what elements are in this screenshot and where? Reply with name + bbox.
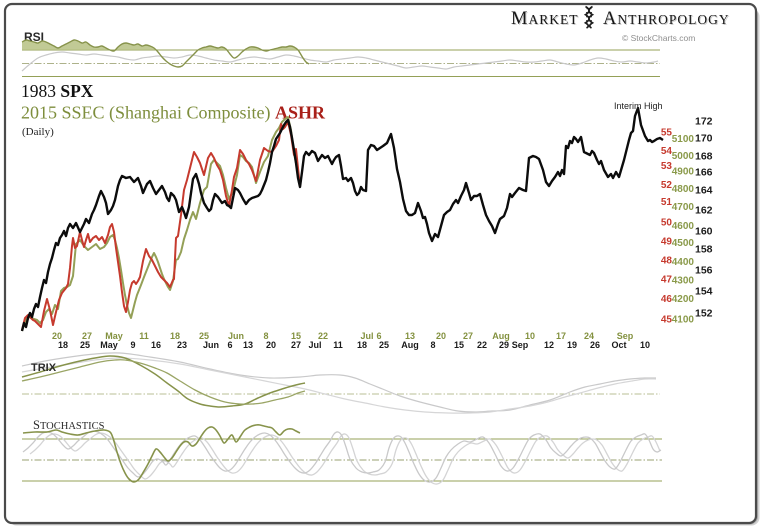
svg-text:172: 172 [695,116,713,128]
svg-text:29: 29 [499,340,509,350]
svg-text:MARKET: MARKET [511,9,578,29]
svg-text:25: 25 [80,340,90,350]
svg-text:51: 51 [661,197,673,208]
svg-text:154: 154 [695,286,713,298]
svg-text:49: 49 [661,236,673,247]
svg-text:Sep: Sep [617,331,634,341]
svg-text:55: 55 [661,127,673,138]
svg-text:17: 17 [556,331,566,341]
svg-text:26: 26 [590,340,600,350]
svg-text:18: 18 [170,331,180,341]
svg-text:11: 11 [139,331,149,341]
svg-text:164: 164 [695,185,713,197]
svg-text:10: 10 [525,331,535,341]
svg-text:Jun: Jun [203,340,219,350]
svg-text:46: 46 [661,294,673,305]
svg-text:22: 22 [477,340,487,350]
svg-text:48: 48 [661,255,673,266]
svg-text:9: 9 [130,340,135,350]
svg-text:4400: 4400 [672,257,695,268]
svg-text:162: 162 [695,205,713,217]
svg-text:STOCHASTICS: STOCHASTICS [33,418,105,432]
svg-text:4700: 4700 [672,202,695,213]
svg-text:54: 54 [661,146,673,157]
svg-text:16: 16 [151,340,161,350]
svg-text:Jul: Jul [360,331,373,341]
svg-text:8: 8 [430,340,435,350]
svg-text:2015 SSEC (Shanghai Composite): 2015 SSEC (Shanghai Composite) ASHR [21,103,326,124]
svg-text:May: May [100,340,118,350]
svg-text:20: 20 [52,331,62,341]
svg-text:166: 166 [695,167,713,179]
svg-text:ANTHROPOLOGY: ANTHROPOLOGY [603,9,730,29]
svg-text:MARKET: MARKET [512,10,579,30]
svg-text:May: May [105,331,123,341]
svg-text:27: 27 [463,331,473,341]
svg-text:158: 158 [695,244,713,256]
svg-text:4600: 4600 [672,221,695,232]
svg-text:Interim High: Interim High [614,101,663,111]
svg-text:4200: 4200 [672,294,695,305]
svg-text:13: 13 [405,331,415,341]
svg-text:© StockCharts.com: © StockCharts.com [622,33,695,43]
svg-text:25: 25 [379,340,389,350]
svg-text:4100: 4100 [672,315,695,326]
svg-text:170: 170 [695,133,713,145]
svg-text:4800: 4800 [672,184,695,195]
svg-text:4900: 4900 [672,166,695,177]
svg-text:12: 12 [544,340,554,350]
svg-text:Sep: Sep [512,340,529,350]
svg-text:22: 22 [318,331,328,341]
svg-text:Oct: Oct [611,340,626,350]
svg-text:20: 20 [436,331,446,341]
svg-text:4500: 4500 [672,238,695,249]
svg-text:Aug: Aug [492,331,510,341]
svg-text:25: 25 [199,331,209,341]
svg-text:24: 24 [584,331,594,341]
svg-text:ANTHROPOLOGY: ANTHROPOLOGY [604,10,731,30]
svg-text:4300: 4300 [672,276,695,287]
svg-text:20: 20 [266,340,276,350]
svg-text:11: 11 [333,340,343,350]
svg-text:152: 152 [695,308,713,320]
svg-text:168: 168 [695,151,713,163]
svg-text:TRIX: TRIX [31,362,57,374]
svg-text:27: 27 [82,331,92,341]
svg-text:53: 53 [661,161,673,172]
svg-text:47: 47 [661,275,673,286]
svg-text:5100: 5100 [672,134,695,145]
svg-text:18: 18 [357,340,367,350]
svg-text:15: 15 [291,331,301,341]
svg-text:(Daily): (Daily) [22,126,54,138]
svg-text:13: 13 [243,340,253,350]
svg-text:156: 156 [695,265,713,277]
svg-text:6: 6 [376,331,381,341]
svg-text:50: 50 [661,218,673,229]
svg-text:5000: 5000 [672,151,695,162]
svg-text:27: 27 [291,340,301,350]
svg-text:6: 6 [227,340,232,350]
svg-text:19: 19 [567,340,577,350]
svg-text:1983 SPX: 1983 SPX [21,81,94,101]
svg-text:Aug: Aug [401,340,419,350]
svg-text:Jun: Jun [228,331,244,341]
svg-text:10: 10 [640,340,650,350]
svg-text:52: 52 [661,180,673,191]
svg-text:45: 45 [661,315,673,326]
svg-text:15: 15 [454,340,464,350]
svg-text:18: 18 [58,340,68,350]
svg-text:8: 8 [263,331,268,341]
svg-text:23: 23 [177,340,187,350]
svg-text:Jul: Jul [308,340,321,350]
svg-text:160: 160 [695,226,713,238]
